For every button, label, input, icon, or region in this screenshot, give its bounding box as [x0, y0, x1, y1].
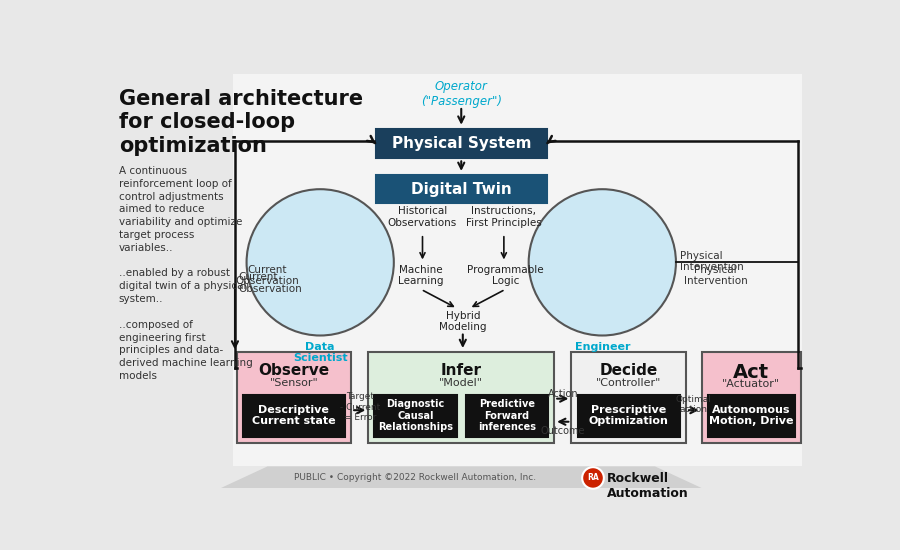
Bar	[368, 353, 554, 443]
Text: Rockwell
Automation: Rockwell Automation	[607, 472, 688, 500]
Bar	[376, 129, 546, 158]
Circle shape	[247, 189, 394, 336]
Bar	[374, 395, 456, 437]
Text: Physical
Intervention: Physical Intervention	[680, 251, 743, 272]
Text: Physical System: Physical System	[392, 136, 531, 151]
Text: Current
Observation: Current Observation	[236, 265, 300, 286]
Text: Outcome: Outcome	[541, 426, 585, 436]
Text: Programmable
Logic: Programmable Logic	[467, 265, 544, 286]
Text: "Actuator": "Actuator"	[722, 379, 780, 389]
Text: Engineer: Engineer	[574, 342, 630, 351]
Text: Diagnostic
Causal
Relationships: Diagnostic Causal Relationships	[378, 399, 453, 432]
Bar	[232, 74, 802, 466]
Text: Autonomous
Motion, Drive: Autonomous Motion, Drive	[709, 405, 794, 426]
Bar	[376, 175, 546, 203]
Bar	[243, 395, 345, 437]
Text: A continuous
reinforcement loop of
control adjustments
aimed to reduce
variabili: A continuous reinforcement loop of contr…	[119, 166, 252, 381]
Text: Instructions,
First Principles: Instructions, First Principles	[466, 206, 542, 228]
Text: General architecture
for closed-loop
optimization: General architecture for closed-loop opt…	[119, 89, 363, 156]
Text: Digital Twin: Digital Twin	[411, 182, 511, 197]
Bar	[572, 353, 686, 443]
Text: Current
Observation: Current Observation	[238, 272, 302, 294]
Text: Historical
Observations: Historical Observations	[388, 206, 457, 228]
Text: Observe: Observe	[258, 363, 329, 378]
Bar	[578, 395, 680, 437]
Text: RA: RA	[587, 474, 599, 482]
Text: "Model": "Model"	[439, 378, 483, 388]
Text: Optimal
action: Optimal action	[676, 395, 712, 414]
Text: Predictive
Forward
inferences: Predictive Forward inferences	[478, 399, 536, 432]
Bar	[701, 353, 801, 443]
Text: Hybrid
Modeling: Hybrid Modeling	[439, 311, 487, 332]
Text: Target
- Current
= Error: Target - Current = Error	[339, 393, 380, 422]
Text: Operator
("Passenger"): Operator ("Passenger")	[421, 80, 502, 108]
Polygon shape	[221, 466, 701, 488]
Text: PUBLIC • Copyright ©2022 Rockwell Automation, Inc.: PUBLIC • Copyright ©2022 Rockwell Automa…	[293, 474, 536, 482]
Text: Act: Act	[733, 363, 770, 382]
Circle shape	[528, 189, 676, 336]
Text: Physical
Intervention: Physical Intervention	[684, 265, 747, 286]
Circle shape	[582, 467, 604, 489]
Text: Infer: Infer	[441, 363, 482, 378]
Text: Data
Scientist: Data Scientist	[292, 342, 347, 363]
Text: Machine
Learning: Machine Learning	[398, 265, 444, 286]
Bar	[707, 395, 795, 437]
Text: Action: Action	[547, 389, 578, 399]
Text: Descriptive
Current state: Descriptive Current state	[252, 405, 336, 426]
Bar	[237, 353, 351, 443]
Bar	[466, 395, 548, 437]
Text: "Controller": "Controller"	[596, 378, 662, 388]
Text: Prescriptive
Optimization: Prescriptive Optimization	[589, 405, 669, 426]
Text: Decide: Decide	[599, 363, 658, 378]
Text: "Sensor": "Sensor"	[269, 378, 319, 388]
